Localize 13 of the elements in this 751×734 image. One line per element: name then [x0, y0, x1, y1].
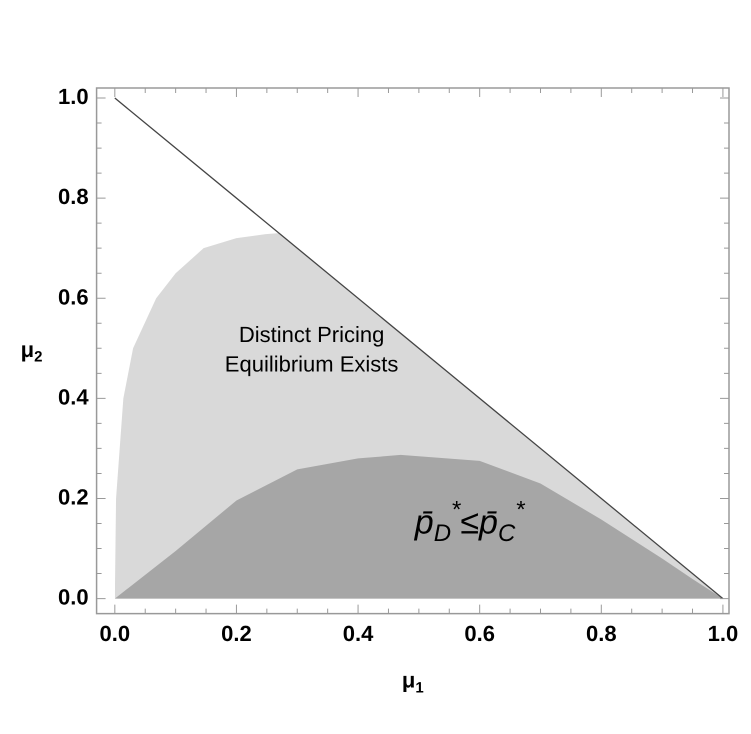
- x-tick-label: 0.6: [464, 620, 495, 646]
- x-tick-label: 0.8: [586, 620, 617, 646]
- x-tick-label: 0.4: [342, 620, 374, 646]
- y-tick-label: 0.6: [58, 284, 89, 310]
- x-tick-label: 1.0: [708, 620, 738, 646]
- x-tick-label: 0.0: [100, 620, 130, 646]
- y-tick-label: 1.0: [58, 84, 89, 110]
- y-tick-label: 0.8: [58, 184, 89, 210]
- annotation: Distinct Pricing Equilibrium Exists: [224, 322, 398, 377]
- y-tick-label: 0.4: [58, 384, 90, 410]
- y-tick-label: 0.0: [58, 584, 89, 610]
- x-tick-label: 0.2: [221, 620, 252, 646]
- y-tick-label: 0.2: [58, 484, 89, 510]
